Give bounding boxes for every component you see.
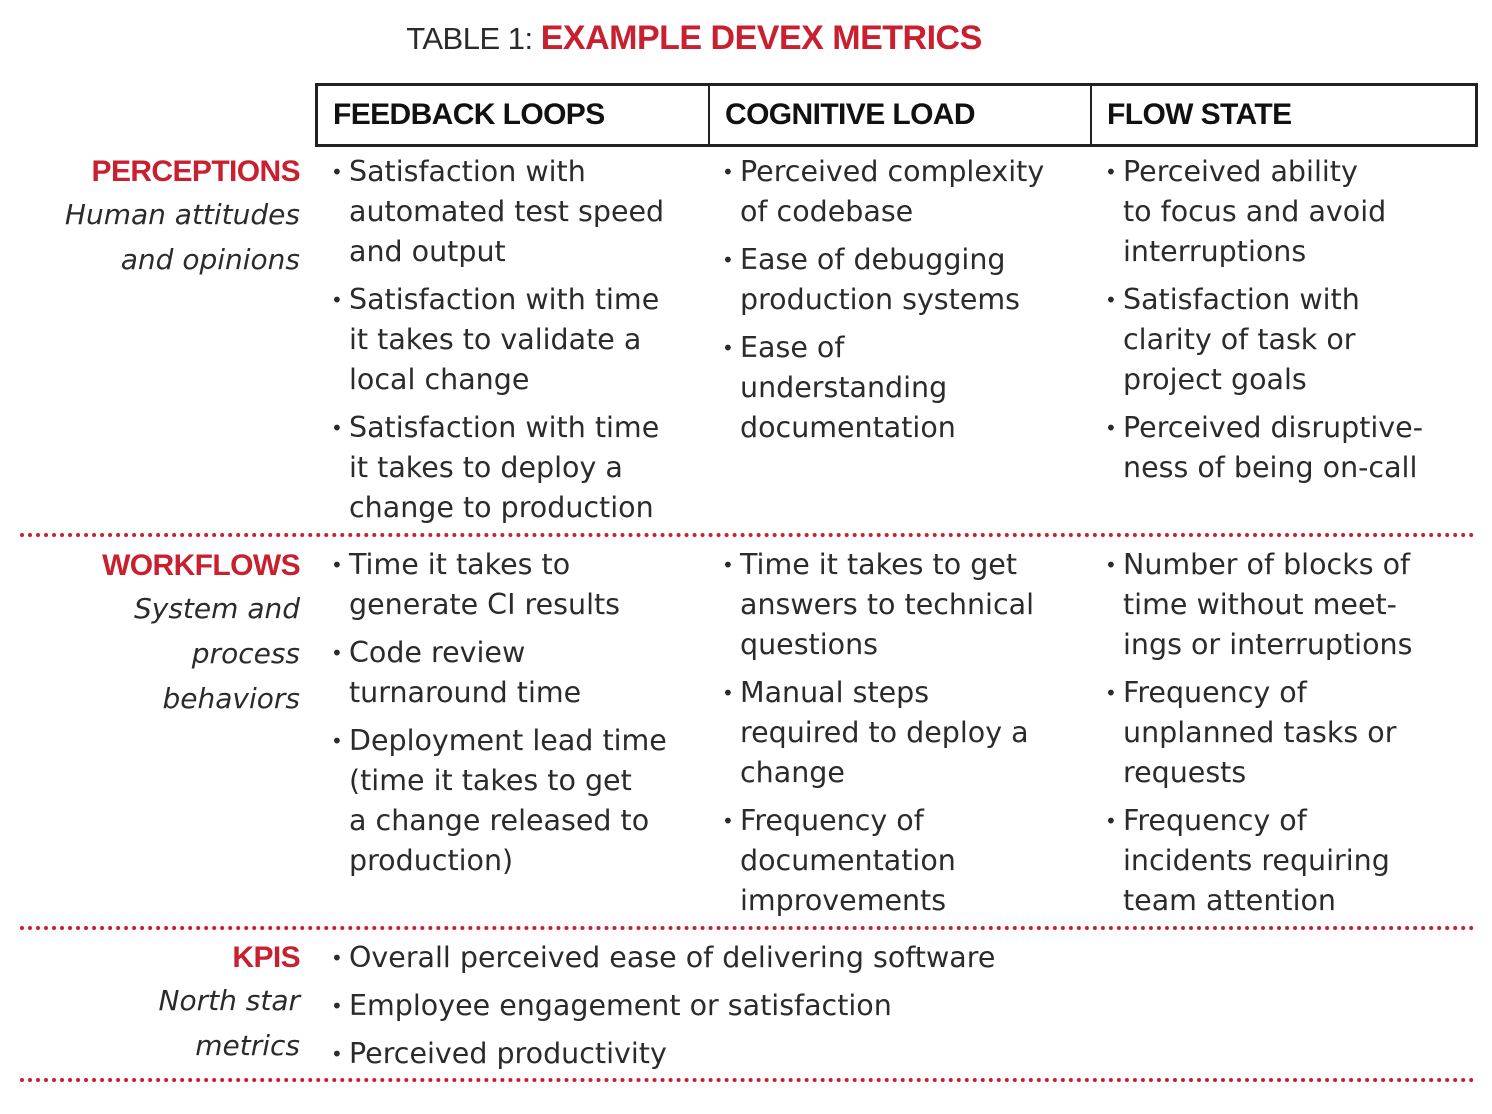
list-item: Overall perceived ease of delivering sof… (331, 938, 1431, 978)
row-divider (20, 533, 1475, 537)
list-item: Deployment lead time (time it takes to g… (331, 721, 703, 881)
row-name: KPIS (232, 941, 300, 974)
list-item: Employee engagement or satisfaction (331, 986, 1431, 1026)
list-item: Perceived productivity (331, 1034, 1431, 1074)
row-label-workflows: WORKFLOWS System and process behaviors (102, 546, 301, 721)
row-divider (20, 1078, 1475, 1082)
list-item: Perceived ability to focus and avoid int… (1105, 152, 1475, 272)
table-number: TABLE 1: (406, 21, 541, 56)
row-label-perceptions: PERCEPTIONS Human attitudes and opinions (64, 152, 301, 282)
cell-perceptions-cognitive-load: Perceived complexity of codebase Ease of… (722, 152, 1082, 456)
row-divider (20, 926, 1475, 930)
list-item: Code review turnaround time (331, 633, 703, 713)
column-header-feedback-loops: FEEDBACK LOOPS (318, 86, 710, 144)
column-header-flow-state: FLOW STATE (1107, 98, 1292, 131)
cell-kpis: Overall perceived ease of delivering sof… (331, 938, 1431, 1082)
list-item: Perceived complexity of codebase (722, 152, 1082, 232)
row-description-line: metrics (195, 1029, 300, 1062)
table-heading: EXAMPLE DEVEX METRICS (540, 19, 983, 57)
list-item: Perceived disruptive- ness of being on-c… (1105, 408, 1475, 488)
row-description-line: and opinions (120, 243, 300, 276)
list-item: Time it takes to get answers to technica… (722, 545, 1082, 665)
list-item: Time it takes to generate CI results (331, 545, 703, 625)
list-item: Manual steps required to deploy a change (722, 673, 1082, 793)
list-item: Frequency of unplanned tasks or requests (1105, 673, 1475, 793)
row-description-line: System and (134, 592, 300, 625)
list-item: Satisfaction with automated test speed a… (331, 152, 703, 272)
column-header-cognitive-load: COGNITIVE LOAD (710, 86, 1092, 144)
cell-perceptions-feedback-loops: Satisfaction with automated test speed a… (331, 152, 703, 536)
list-item: Ease of debugging production systems (722, 240, 1082, 320)
row-label-kpis: KPIS North star metrics (158, 938, 301, 1068)
cell-workflows-feedback-loops: Time it takes to generate CI results Cod… (331, 545, 703, 889)
table-title: TABLE 1: EXAMPLE DEVEX METRICS (0, 14, 1388, 63)
list-item: Satisfaction with clarity of task or pro… (1105, 280, 1475, 400)
row-description-line: Human attitudes (64, 198, 300, 231)
row-name: WORKFLOWS (102, 549, 301, 582)
cell-perceptions-flow-state: Perceived ability to focus and avoid int… (1105, 152, 1475, 496)
row-name: PERCEPTIONS (91, 155, 301, 188)
list-item: Frequency of documentation improvements (722, 801, 1082, 921)
column-header-row: FEEDBACK LOOPS COGNITIVE LOAD FLOW STATE (315, 83, 1478, 147)
list-item: Frequency of incidents requiring team at… (1105, 801, 1475, 921)
row-description-line: behaviors (162, 682, 300, 715)
list-item: Satisfaction with time it takes to valid… (331, 280, 703, 400)
row-description-line: North star (158, 984, 300, 1017)
cell-workflows-cognitive-load: Time it takes to get answers to technica… (722, 545, 1082, 929)
cell-workflows-flow-state: Number of blocks of time without meet- i… (1105, 545, 1475, 929)
list-item: Satisfaction with time it takes to deplo… (331, 408, 703, 528)
row-description-line: process (191, 637, 300, 670)
list-item: Number of blocks of time without meet- i… (1105, 545, 1475, 665)
list-item: Ease of understanding documentation (722, 328, 1082, 448)
